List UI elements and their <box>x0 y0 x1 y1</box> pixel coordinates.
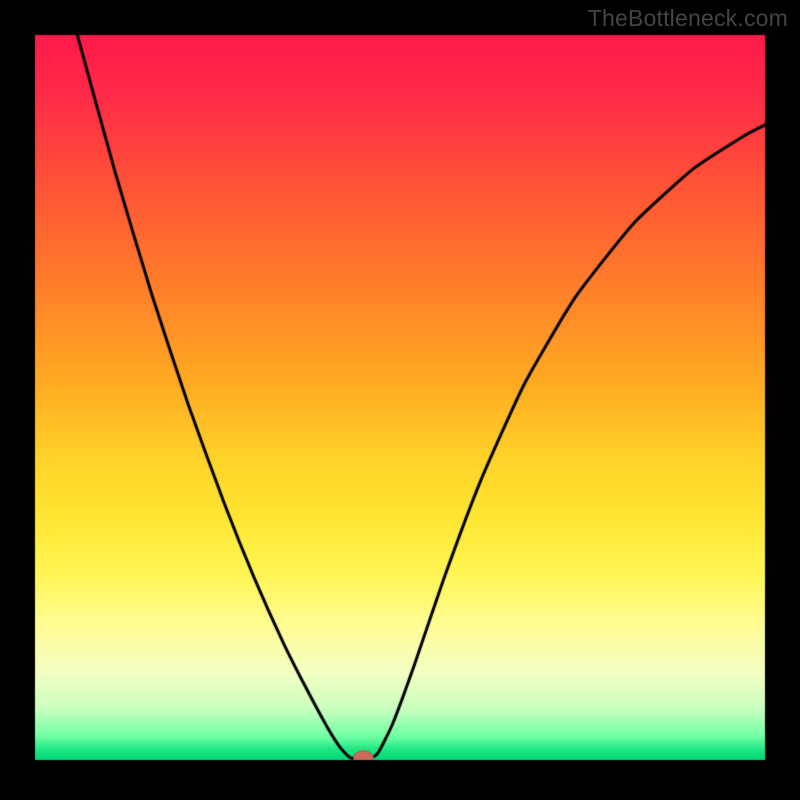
chart-stage: TheBottleneck.com <box>0 0 800 800</box>
bottleneck-chart-canvas <box>0 0 800 800</box>
watermark-text: TheBottleneck.com <box>588 5 788 32</box>
